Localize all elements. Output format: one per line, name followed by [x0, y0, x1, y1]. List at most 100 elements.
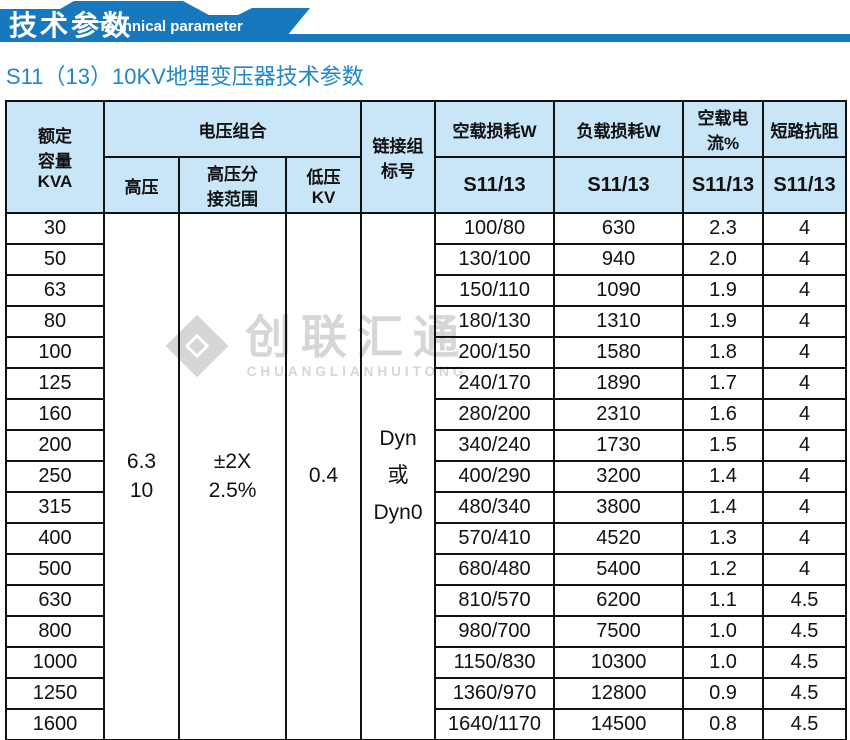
- load-loss-cell: 14500: [553, 708, 685, 740]
- table-row: 630 810/570 6200 1.1 4.5: [5, 584, 848, 617]
- no-load-current-cell: 1.9: [682, 274, 765, 307]
- impedance-cell: 4: [762, 336, 848, 369]
- kva-cell: 1000: [5, 646, 105, 679]
- header-capacity: 额定 容量 KVA: [5, 100, 105, 214]
- kva-cell: 125: [5, 367, 105, 400]
- kva-cell: 50: [5, 243, 105, 276]
- load-loss-cell: 2310: [553, 398, 685, 431]
- kva-cell: 80: [5, 305, 105, 338]
- kva-cell: 160: [5, 398, 105, 431]
- no-load-current-cell: 1.0: [682, 646, 765, 679]
- vector-group-merged-cell: Dyn 或 Dyn0: [360, 212, 437, 740]
- table-row: 315 480/340 3800 1.4 4: [5, 491, 848, 524]
- no-load-loss-cell: 180/130: [434, 305, 556, 338]
- spec-table-wrap: 创联汇通 CHUANGLIANHUITONG 额定 容量 KVA 电压组合 链接…: [5, 100, 848, 740]
- hv-merged-cell: 6.3 10: [103, 212, 180, 740]
- no-load-current-cell: 1.8: [682, 336, 765, 369]
- header-hv-tap: 高压分 接范围: [178, 156, 287, 214]
- header-model-load-loss: S11/13: [553, 156, 685, 214]
- kva-cell: 200: [5, 429, 105, 462]
- table-row: 30 6.3 10 ±2X 2.5% 0.4 Dyn 或 Dyn0 100/80 630 2.…: [5, 212, 848, 740]
- impedance-cell: 4: [762, 460, 848, 493]
- header-lv: 低压 KV: [284, 156, 363, 214]
- no-load-loss-cell: 150/110: [434, 274, 556, 307]
- no-load-current-cell: 1.9: [682, 305, 765, 338]
- no-load-current-cell: 0.8: [682, 708, 765, 740]
- impedance-cell: 4: [762, 367, 848, 400]
- table-row: 200 340/240 1730 1.5 4: [5, 429, 848, 462]
- header-load-loss: 负载损耗W: [553, 100, 685, 158]
- table-row: 500 680/480 5400 1.2 4: [5, 553, 848, 586]
- spec-table: 额定 容量 KVA 电压组合 链接组 标号 空载损耗W 负载损耗W 空载电流% …: [5, 100, 848, 740]
- kva-cell: 400: [5, 522, 105, 555]
- no-load-loss-cell: 980/700: [434, 615, 556, 648]
- no-load-current-cell: 1.7: [682, 367, 765, 400]
- no-load-current-cell: 0.9: [682, 677, 765, 710]
- header-no-load-current: 空载电流%: [682, 100, 765, 158]
- kva-cell: 63: [5, 274, 105, 307]
- load-loss-cell: 5400: [553, 553, 685, 586]
- no-load-current-cell: 1.4: [682, 491, 765, 524]
- impedance-cell: 4: [762, 398, 848, 431]
- table-row: 250 400/290 3200 1.4 4: [5, 460, 848, 493]
- header-vector-group: 链接组 标号: [360, 100, 437, 214]
- header-impedance: 短路抗阻: [762, 100, 848, 158]
- banner-ribbon-shape: [0, 1, 850, 42]
- header-hv: 高压: [103, 156, 180, 214]
- kva-cell: 800: [5, 615, 105, 648]
- load-loss-cell: 3200: [553, 460, 685, 493]
- no-load-loss-cell: 1360/970: [434, 677, 556, 710]
- no-load-current-cell: 2.3: [682, 212, 765, 245]
- load-loss-cell: 1310: [553, 305, 685, 338]
- table-row: 125 240/170 1890 1.7 4: [5, 367, 848, 400]
- impedance-cell: 4.5: [762, 584, 848, 617]
- impedance-cell: 4: [762, 553, 848, 586]
- header-no-load-loss: 空载损耗W: [434, 100, 556, 158]
- load-loss-cell: 630: [553, 212, 685, 245]
- table-row: 80 180/130 1310 1.9 4: [5, 305, 848, 338]
- banner-title-en: Technical parameter: [98, 18, 243, 35]
- load-loss-cell: 7500: [553, 615, 685, 648]
- no-load-current-cell: 1.4: [682, 460, 765, 493]
- no-load-loss-cell: 1150/830: [434, 646, 556, 679]
- impedance-cell: 4: [762, 274, 848, 307]
- no-load-loss-cell: 100/80: [434, 212, 556, 245]
- load-loss-cell: 12800: [553, 677, 685, 710]
- table-row: 1250 1360/970 12800 0.9 4.5: [5, 677, 848, 710]
- kva-cell: 1600: [5, 708, 105, 740]
- impedance-cell: 4: [762, 212, 848, 245]
- impedance-cell: 4: [762, 305, 848, 338]
- section-banner: 技术参数 Technical parameter: [0, 0, 850, 42]
- lv-merged-cell: 0.4: [284, 212, 363, 740]
- no-load-current-cell: 2.0: [682, 243, 765, 276]
- kva-cell: 1250: [5, 677, 105, 710]
- table-row: 100 200/150 1580 1.8 4: [5, 336, 848, 369]
- no-load-loss-cell: 680/480: [434, 553, 556, 586]
- no-load-loss-cell: 400/290: [434, 460, 556, 493]
- impedance-cell: 4: [762, 522, 848, 555]
- impedance-cell: 4: [762, 243, 848, 276]
- kva-cell: 30: [5, 212, 105, 245]
- no-load-current-cell: 1.5: [682, 429, 765, 462]
- load-loss-cell: 6200: [553, 584, 685, 617]
- table-row: 1600 1640/1170 14500 0.8 4.5: [5, 708, 848, 740]
- no-load-loss-cell: 1640/1170: [434, 708, 556, 740]
- impedance-cell: 4.5: [762, 615, 848, 648]
- table-row: 400 570/410 4520 1.3 4: [5, 522, 848, 555]
- no-load-current-cell: 1.6: [682, 398, 765, 431]
- page-title: S11（13）10KV地埋变压器技术参数: [6, 64, 364, 89]
- no-load-loss-cell: 200/150: [434, 336, 556, 369]
- no-load-current-cell: 1.0: [682, 615, 765, 648]
- no-load-current-cell: 1.1: [682, 584, 765, 617]
- table-body: 30 6.3 10 ±2X 2.5% 0.4 Dyn 或 Dyn0 100/80 630 2.…: [5, 212, 848, 740]
- no-load-loss-cell: 480/340: [434, 491, 556, 524]
- load-loss-cell: 940: [553, 243, 685, 276]
- table-row: 160 280/200 2310 1.6 4: [5, 398, 848, 431]
- header-model-no-load-current: S11/13: [682, 156, 765, 214]
- header-model-no-load-loss: S11/13: [434, 156, 556, 214]
- load-loss-cell: 1090: [553, 274, 685, 307]
- banner-title-cn: 技术参数: [9, 10, 134, 41]
- no-load-loss-cell: 570/410: [434, 522, 556, 555]
- header-voltage-group: 电压组合: [102, 100, 363, 158]
- no-load-loss-cell: 130/100: [434, 243, 556, 276]
